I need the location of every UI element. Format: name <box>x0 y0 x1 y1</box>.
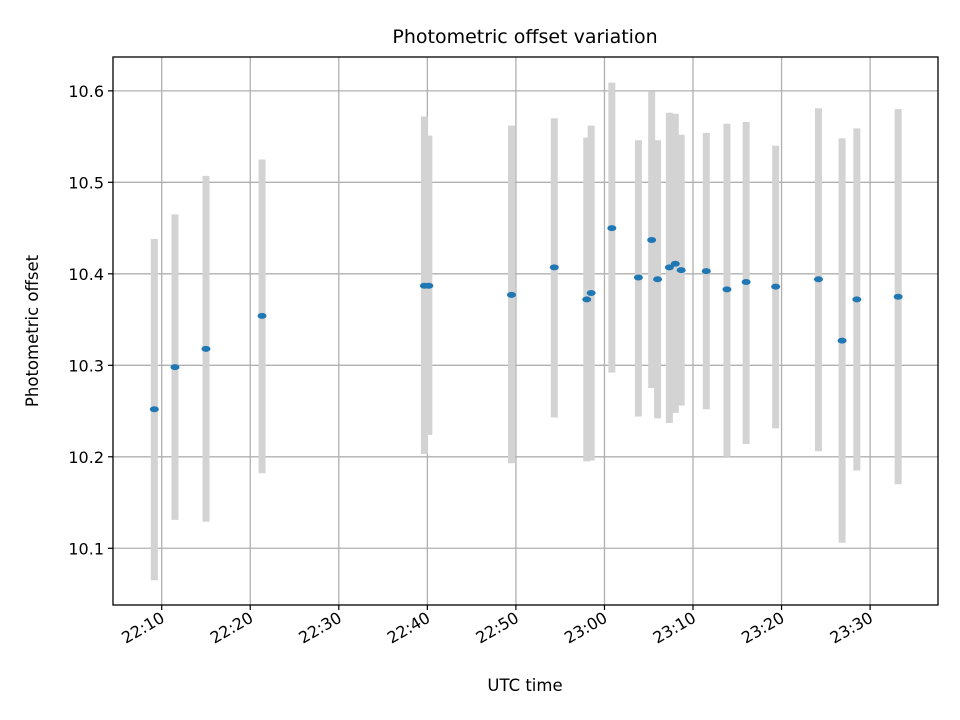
data-point <box>813 276 823 283</box>
data-point <box>549 264 559 271</box>
data-point <box>170 364 180 371</box>
grid <box>113 57 938 605</box>
y-tick-label: 10.1 <box>68 539 104 558</box>
chart-title: Photometric offset variation <box>392 26 657 48</box>
data-point <box>201 345 211 352</box>
y-tick-label: 10.4 <box>68 265 104 284</box>
data-point <box>771 283 781 290</box>
data-points <box>149 225 903 413</box>
y-tick-label: 10.5 <box>68 173 104 192</box>
data-point <box>586 290 596 297</box>
data-point <box>653 276 663 283</box>
data-point <box>893 293 903 300</box>
data-point <box>607 225 617 232</box>
data-point <box>506 291 516 298</box>
y-tick-label: 10.6 <box>68 82 104 101</box>
data-point <box>722 286 732 293</box>
x-axis-label: UTC time <box>487 676 562 695</box>
data-point <box>424 282 434 289</box>
plot-frame <box>112 56 939 606</box>
data-point <box>664 264 674 271</box>
data-point <box>257 312 267 319</box>
y-axis-label: Photometric offset <box>23 254 42 407</box>
data-point <box>852 296 862 303</box>
data-point <box>582 296 592 303</box>
data-point <box>701 268 711 275</box>
y-tick-label: 10.3 <box>68 356 104 375</box>
data-point <box>741 279 751 286</box>
y-tick-label: 10.2 <box>68 448 104 467</box>
data-point <box>670 260 680 267</box>
data-point <box>676 267 686 274</box>
data-point <box>633 274 643 281</box>
data-point <box>647 236 657 243</box>
data-point <box>149 406 159 413</box>
data-point <box>837 337 847 344</box>
